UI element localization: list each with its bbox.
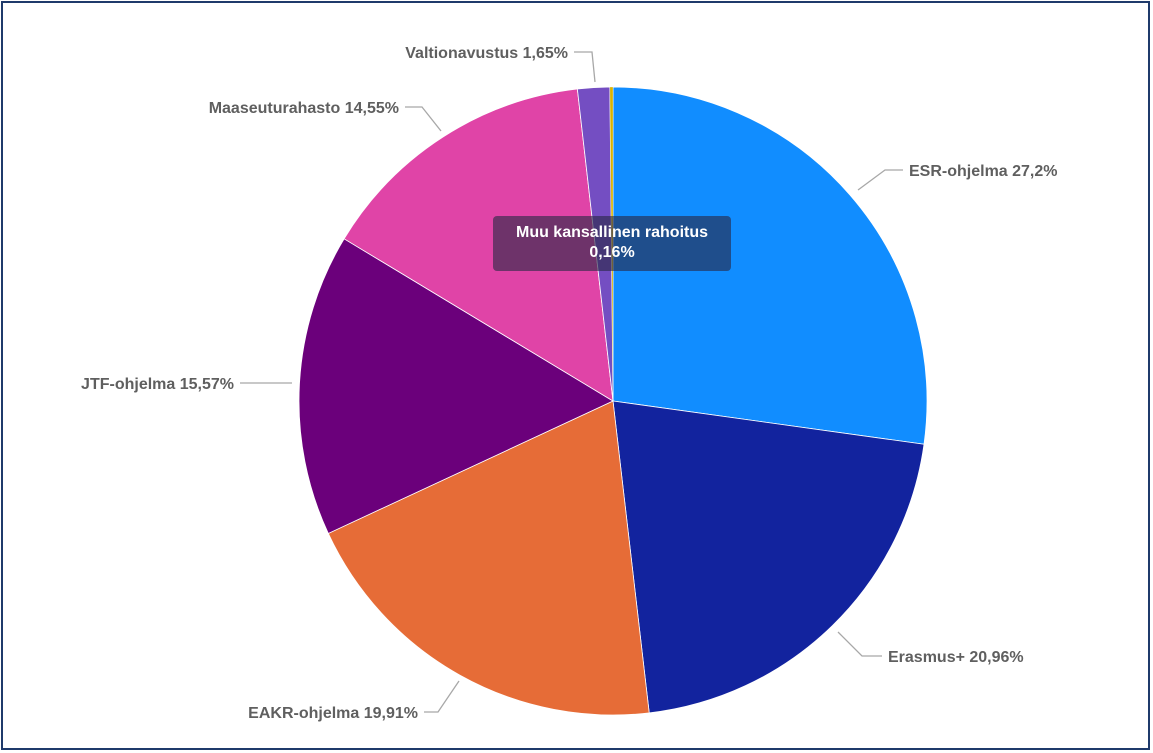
leader-line <box>858 170 903 190</box>
leader-line <box>574 52 595 82</box>
slices-layer <box>299 87 927 715</box>
slice-label: JTF-ohjelma 15,57% <box>81 376 234 393</box>
slice-label: Valtionavustus 1,65% <box>405 45 568 62</box>
slice-label: EAKR-ohjelma 19,91% <box>248 705 418 722</box>
chart-tooltip: Muu kansallinen rahoitus 0,16% <box>493 216 731 271</box>
tooltip-value: 0,16% <box>493 243 731 263</box>
slice-label: Erasmus+ 20,96% <box>888 649 1024 666</box>
pie-slice-erasmus[interactable] <box>613 401 924 713</box>
slice-label: Maaseuturahasto 14,55% <box>209 100 399 117</box>
tooltip-title: Muu kansallinen rahoitus <box>493 223 731 243</box>
slice-label: ESR-ohjelma 27,2% <box>909 163 1058 180</box>
leader-line <box>405 107 441 131</box>
leader-line <box>424 681 459 712</box>
leader-line <box>838 632 882 656</box>
